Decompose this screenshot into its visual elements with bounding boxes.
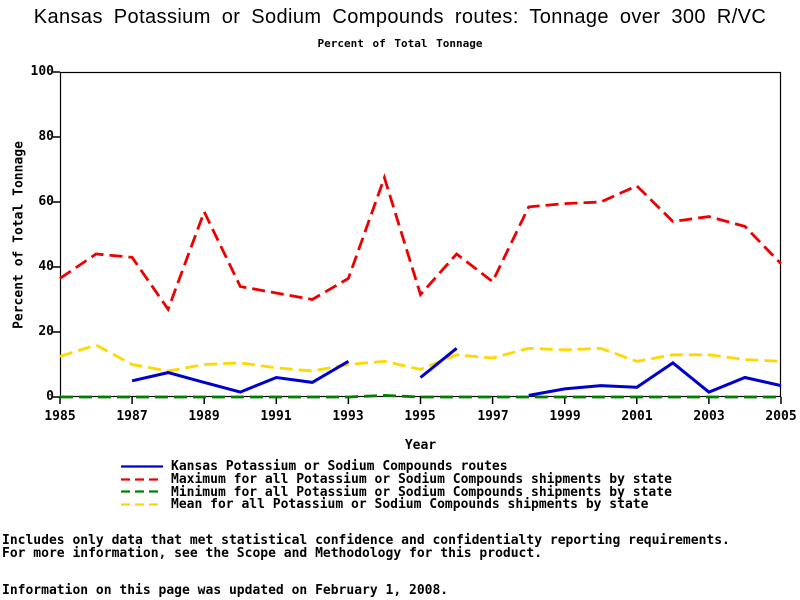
legend-item: Minimum for all Potassium or Sodium Comp… (120, 484, 672, 500)
x-tick-label: 1985 (44, 409, 76, 424)
x-tick-label: 2001 (621, 409, 653, 424)
legend: Kansas Potassium or Sodium Compounds rou… (120, 458, 672, 513)
legend-item: Kansas Potassium or Sodium Compounds rou… (120, 458, 672, 474)
x-tick-label: 1999 (549, 409, 581, 424)
y-tick-label: 60 (38, 194, 54, 209)
legend-swatch-line (121, 503, 163, 506)
y-axis-title: Percent of Total Tonnage (11, 141, 27, 329)
chart-subtitle: Percent of Total Tonnage (317, 37, 483, 50)
plot-area (53, 71, 783, 404)
x-tick-label: 2003 (693, 409, 725, 424)
legend-label: Mean for all Potassium or Sodium Compoun… (171, 497, 649, 513)
legend-label: Kansas Potassium or Sodium Compounds rou… (171, 458, 508, 474)
page-title: Kansas Potassium or Sodium Compounds rou… (33, 6, 767, 28)
footnote-line-1: Includes only data that met statistical … (2, 533, 730, 548)
y-tick-label: 100 (30, 64, 54, 79)
legend-swatch-line (121, 490, 163, 494)
x-axis-title: Year (404, 438, 437, 453)
x-tick-label: 1991 (260, 409, 292, 424)
x-tick-label: 1995 (404, 409, 436, 424)
y-tick-label: 40 (38, 259, 54, 274)
x-tick-label: 1997 (477, 409, 509, 424)
x-tick-label: 1987 (116, 409, 148, 424)
y-tick-label: 20 (38, 324, 54, 339)
footnote-line-2: For more information, see the Scope and … (2, 546, 543, 561)
update-note: Information on this page was updated on … (2, 583, 449, 598)
legend-item: Maximum for all Potassium or Sodium Comp… (120, 471, 672, 487)
x-tick-label: 1989 (188, 409, 220, 424)
legend-label: Minimum for all Potassium or Sodium Comp… (171, 484, 672, 500)
x-tick-label: 2005 (765, 409, 797, 424)
legend-item: Mean for all Potassium or Sodium Compoun… (120, 497, 672, 513)
y-tick-label: 0 (46, 389, 54, 404)
legend-swatch-line (121, 465, 163, 468)
y-tick-label: 80 (38, 129, 54, 144)
legend-label: Maximum for all Potassium or Sodium Comp… (171, 471, 672, 487)
legend-swatch-line (121, 478, 163, 481)
x-tick-label: 1993 (332, 409, 364, 424)
